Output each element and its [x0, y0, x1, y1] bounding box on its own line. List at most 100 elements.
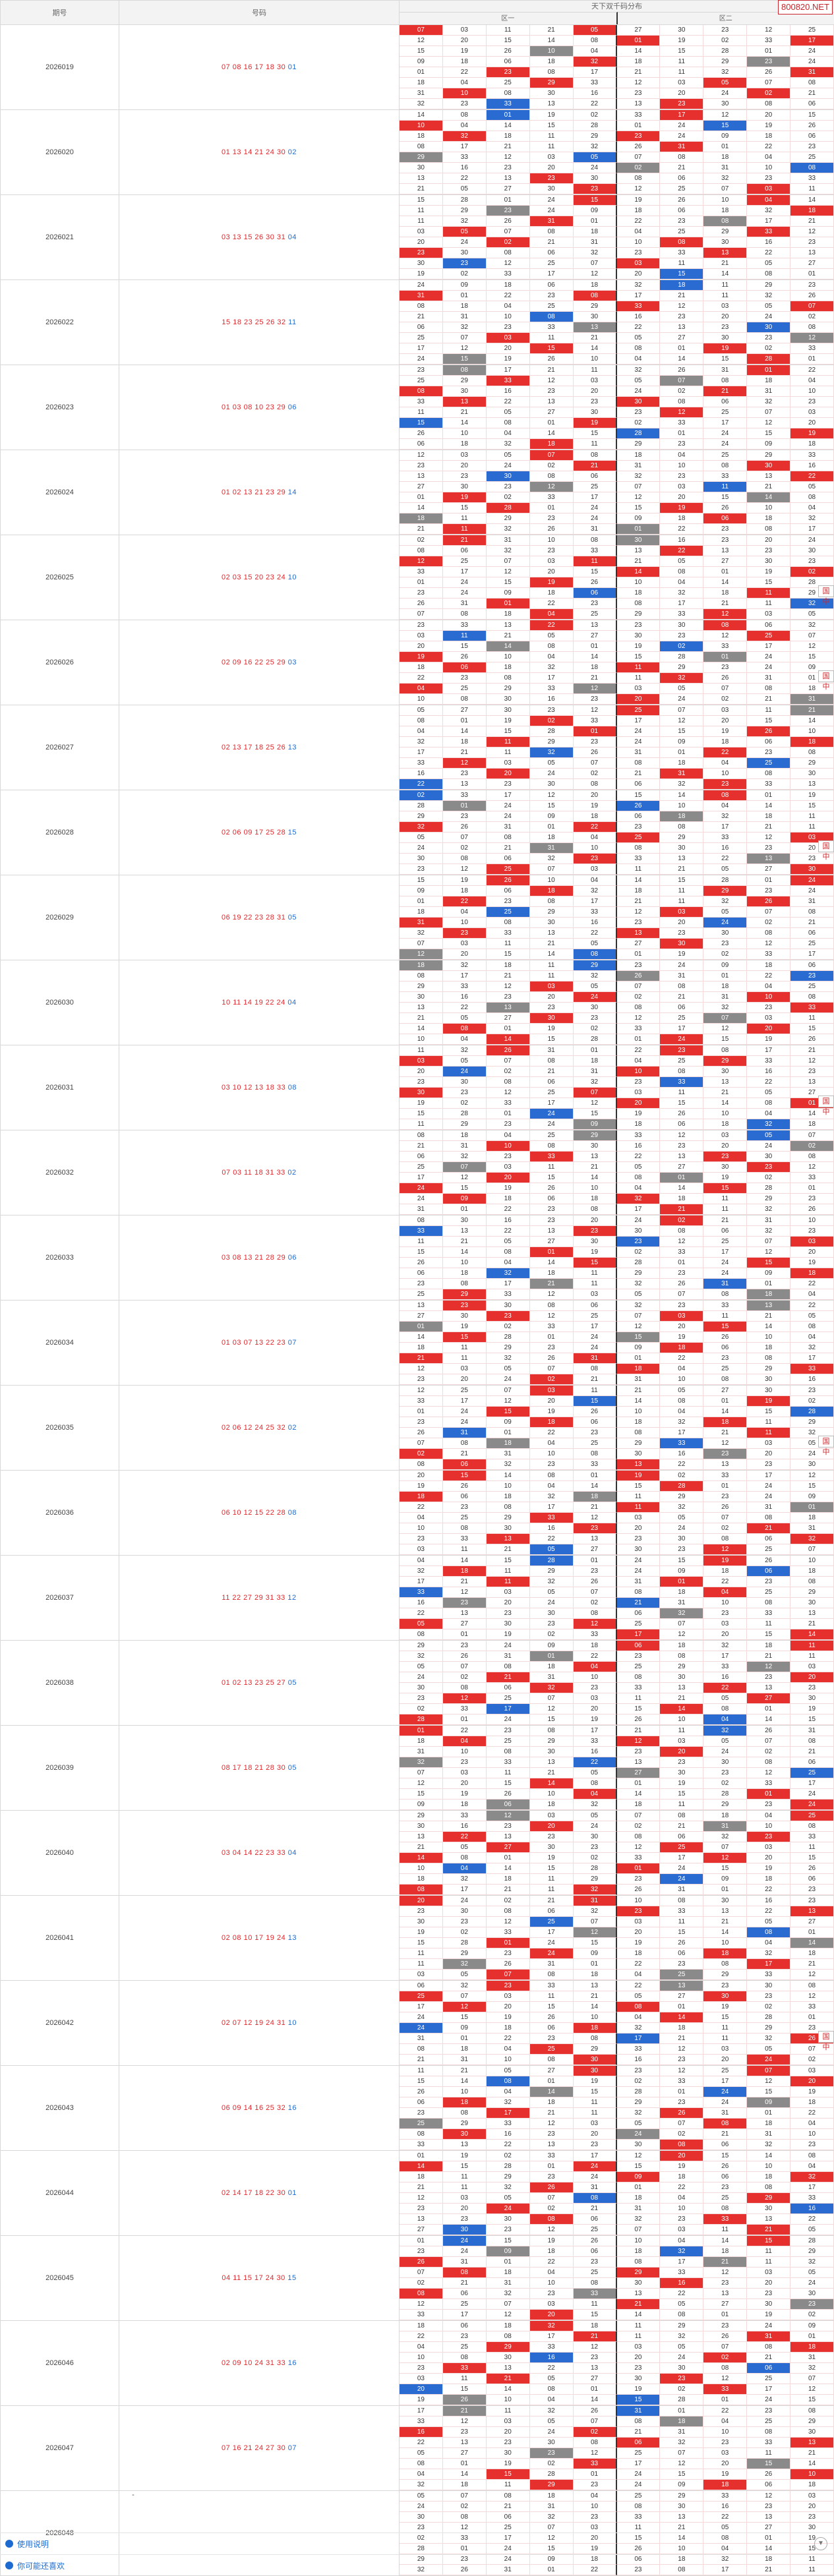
grid-number: 08: [574, 779, 617, 790]
share-badge[interactable]: 国 中: [818, 2031, 834, 2043]
share-badge[interactable]: 国 中: [818, 1096, 834, 1107]
grid-number: 33: [703, 2384, 747, 2395]
grid-number: 08: [530, 1141, 574, 1152]
grid-number: 27: [660, 1991, 703, 2002]
grid-number: 18: [400, 662, 443, 673]
grid-number: 11: [790, 1842, 834, 1853]
grid-number: 15: [703, 1863, 747, 1874]
grid-number: 06: [790, 99, 834, 109]
grid-number: 24: [400, 1183, 443, 1194]
site-brand[interactable]: 800820.NET: [778, 0, 833, 15]
grid-number: 30: [790, 2523, 834, 2533]
grid-number: 09: [400, 1800, 443, 1810]
grid-number: 23: [747, 1162, 790, 1173]
grid-number: 23: [400, 2108, 443, 2119]
grid-number: 32: [660, 2246, 703, 2257]
grid-number: 18: [530, 2097, 574, 2108]
grid-number: 33: [660, 418, 703, 428]
issue-cell: 2026032: [1, 1130, 119, 1215]
grid-number: 18: [530, 1800, 574, 1810]
header-numbers: 号码: [119, 1, 400, 25]
grid-number: 23: [574, 1566, 617, 1577]
grid-number: 13: [703, 248, 747, 258]
grid-number: 05: [747, 258, 790, 269]
grid-number: 20: [747, 110, 790, 121]
grid-number: 29: [400, 981, 443, 992]
grid-number: 08: [617, 343, 661, 354]
grid-number: 21: [660, 864, 703, 875]
grid-number: 04: [790, 2119, 834, 2129]
numbers-cell: 02 07 12 19 24 31 10: [119, 1981, 400, 2066]
grid-number: 16: [747, 1067, 790, 1077]
grid-number: 10: [703, 2427, 747, 2438]
more-link[interactable]: 你可能还喜欢: [0, 2554, 834, 2576]
grid-number: 32: [617, 2108, 661, 2119]
grid-number: 23: [400, 1693, 443, 1704]
grid-number: 30: [660, 1534, 703, 1544]
grid-number: 25: [530, 2044, 574, 2055]
grid-number: 27: [790, 258, 834, 269]
grid-number: 22: [790, 1279, 834, 1289]
grid-number: 18: [617, 1364, 661, 1374]
grid-number: 13: [747, 2512, 790, 2523]
grid-number: 15: [530, 1034, 574, 1045]
grid-number: 19: [443, 2151, 487, 2161]
blue-ball-number: 08: [285, 1509, 297, 1517]
grid-number: 31: [747, 1502, 790, 1513]
grid-number: 27: [443, 2448, 487, 2459]
grid-number: 05: [487, 2066, 530, 2076]
grid-number: 23: [487, 1948, 530, 1959]
grid-number: 30: [443, 1077, 487, 1088]
grid-number: 08: [747, 1598, 790, 1608]
grid-number: 12: [660, 407, 703, 418]
grid-number: 24: [574, 503, 617, 513]
help-link[interactable]: 使用说明 ▼: [0, 2532, 834, 2554]
share-badge[interactable]: 国 中: [818, 670, 834, 682]
grid-number: 15: [574, 1938, 617, 1948]
share-badge[interactable]: 国 中: [818, 1436, 834, 1448]
grid-number: 33: [790, 343, 834, 354]
grid-number: 17: [574, 492, 617, 503]
grid-number: 23: [703, 939, 747, 949]
grid-number: 08: [487, 1906, 530, 1917]
grid-number: 06: [400, 1981, 443, 1991]
grid-number: 06: [574, 2214, 617, 2225]
grid-number: 30: [530, 918, 574, 928]
grid-number: 09: [487, 2246, 530, 2257]
grid-number: 19: [617, 1938, 661, 1948]
grid-number: 23: [487, 1821, 530, 1832]
grid-number: 23: [530, 1343, 574, 1353]
share-badge[interactable]: 国 中: [818, 840, 834, 852]
grid-number: 08: [487, 2076, 530, 2087]
grid-number: 04: [530, 2268, 574, 2278]
grid-number: 33: [400, 2310, 443, 2320]
grid-number: 23: [574, 1226, 617, 1237]
numbers-cell: 01 03 08 10 23 29 06: [119, 365, 400, 450]
grid-number: 03: [443, 2193, 487, 2204]
grid-number: 01: [790, 2012, 834, 2023]
grid-number: 29: [790, 2246, 834, 2257]
grid-number: 12: [790, 1991, 834, 2002]
grid-number: 33: [747, 227, 790, 237]
grid-number: 30: [617, 2140, 661, 2150]
grid-number: 33: [703, 2214, 747, 2225]
grid-number: 20: [443, 1374, 487, 1385]
grid-number: 22: [530, 2257, 574, 2268]
grid-number: 10: [747, 1332, 790, 1343]
grid-number: 10: [574, 1672, 617, 1683]
grid-number: 12: [790, 2384, 834, 2395]
grid-number: 03: [660, 1311, 703, 1322]
grid-number: 33: [443, 981, 487, 992]
grid-number: 26: [790, 1863, 834, 1874]
grid-number: 11: [747, 2246, 790, 2257]
grid-number: 01: [617, 524, 661, 535]
grid-number: 15: [487, 949, 530, 960]
grid-number: 17: [790, 1778, 834, 1789]
share-badge[interactable]: 国 中: [818, 585, 834, 597]
chevron-down-icon[interactable]: ▼: [814, 2537, 827, 2550]
grid-number: 06: [660, 206, 703, 216]
issue-cell: 2026037: [1, 1556, 119, 1641]
grid-number: 30: [747, 1152, 790, 1162]
